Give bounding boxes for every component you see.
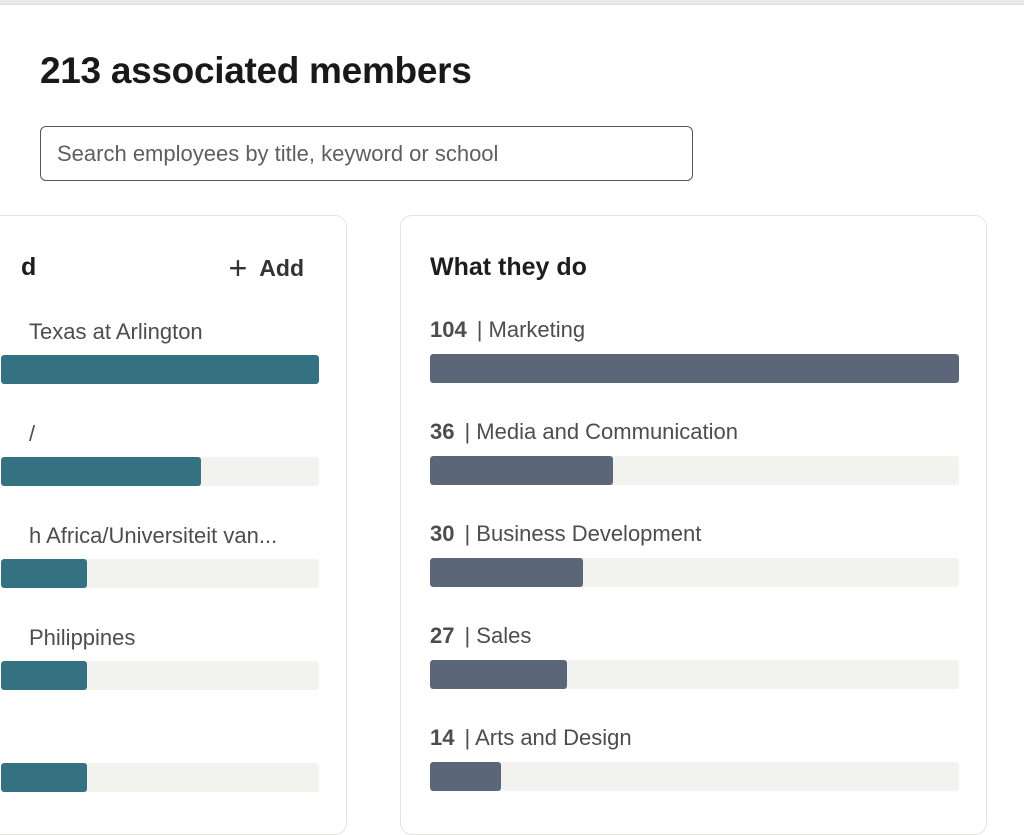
studied-item-label[interactable]: h Africa/Universiteit van...: [29, 523, 278, 548]
function-item-bar: [430, 456, 959, 485]
function-item-label[interactable]: 36 | Media and Communication: [430, 419, 738, 445]
window-top-edge: [0, 0, 1024, 5]
function-item-bar-fill: [430, 354, 959, 383]
function-item-label[interactable]: 14 | Arts and Design: [430, 725, 632, 751]
studied-item-bar-fill: [1, 559, 87, 588]
studied-item-bar-fill: [1, 763, 87, 792]
where-they-studied-card: d + Add Texas at Arlington / h Africa/Univ…: [0, 215, 347, 835]
add-label: Add: [259, 254, 304, 281]
plus-icon: +: [228, 250, 248, 286]
add-school-button[interactable]: + Add: [229, 252, 304, 284]
function-item-name: | Business Development: [464, 521, 702, 546]
function-item-name: | Arts and Design: [464, 725, 632, 750]
function-item-bar: [430, 558, 959, 587]
function-item-label[interactable]: 30 | Business Development: [430, 521, 701, 547]
card-title-what-they-do: What they do: [430, 253, 587, 281]
studied-item-bar: [1, 559, 319, 588]
function-item-bar-fill: [430, 762, 502, 791]
studied-item-bar: [1, 355, 319, 384]
function-item-bar-fill: [430, 558, 583, 587]
studied-item-bar-fill: [1, 661, 87, 690]
function-item-bar-fill: [430, 660, 568, 689]
card-title-studied: d: [21, 253, 37, 281]
function-item-name: | Marketing: [476, 317, 586, 342]
function-item-count: 30: [430, 521, 455, 546]
function-item-count: 27: [430, 623, 455, 648]
studied-item-bar: [1, 661, 319, 690]
search-input[interactable]: [40, 126, 693, 181]
what-they-do-card: What they do 104 | Marketing 36 | Media and…: [400, 215, 987, 835]
function-item-count: 36: [430, 419, 455, 444]
function-item-bar: [430, 762, 959, 791]
function-item-bar: [430, 660, 959, 689]
function-item-count: 104: [430, 317, 467, 342]
page-title: 213 associated members: [40, 50, 472, 91]
studied-item-label[interactable]: Philippines: [29, 625, 136, 650]
studied-item-label[interactable]: Texas at Arlington: [29, 319, 203, 344]
function-item-count: 14: [430, 725, 455, 750]
function-item-bar: [430, 354, 959, 383]
studied-item-bar: [1, 457, 319, 486]
studied-item-bar-fill: [1, 355, 319, 384]
studied-item-bar-fill: [1, 457, 202, 486]
function-item-label[interactable]: 27 | Sales: [430, 623, 531, 649]
function-item-name: | Sales: [464, 623, 532, 648]
function-item-bar-fill: [430, 456, 614, 485]
studied-item-bar: [1, 763, 319, 792]
function-item-label[interactable]: 104 | Marketing: [430, 317, 585, 343]
studied-item-label[interactable]: /: [29, 421, 36, 446]
function-item-name: | Media and Communication: [464, 419, 739, 444]
